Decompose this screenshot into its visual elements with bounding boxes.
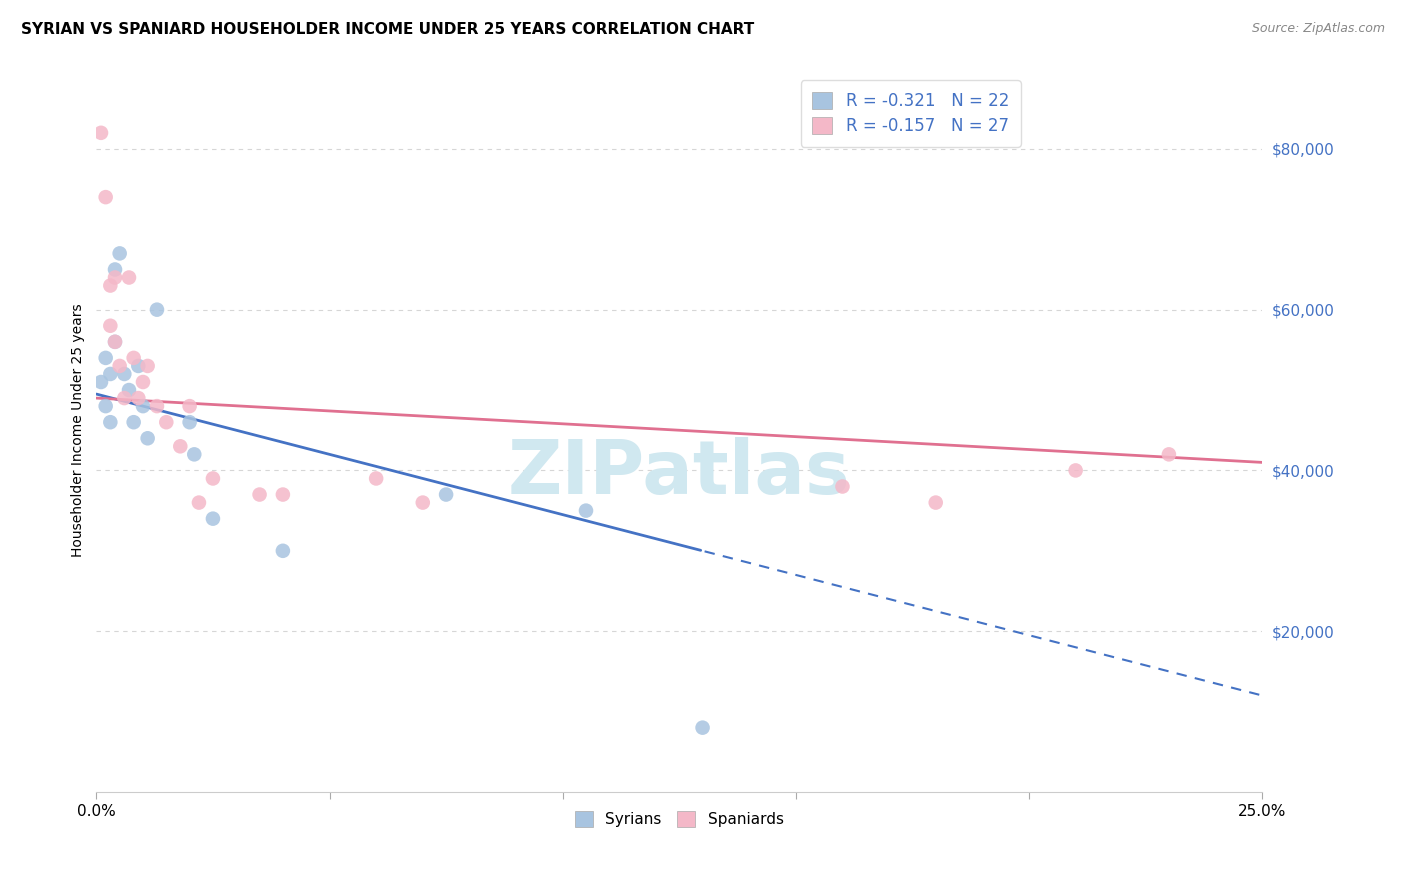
Point bbox=[122, 415, 145, 429]
Point bbox=[104, 334, 127, 349]
Point bbox=[108, 246, 131, 260]
Point bbox=[112, 391, 135, 405]
Point bbox=[146, 302, 169, 317]
Point bbox=[122, 351, 145, 365]
Point bbox=[104, 270, 127, 285]
Point bbox=[118, 383, 141, 397]
Point bbox=[90, 375, 112, 389]
Point bbox=[187, 495, 209, 509]
Point bbox=[146, 399, 169, 413]
Text: ZIPatlas: ZIPatlas bbox=[508, 437, 851, 510]
Point bbox=[108, 359, 131, 373]
Point bbox=[132, 399, 155, 413]
Point bbox=[692, 721, 714, 735]
Y-axis label: Householder Income Under 25 years: Householder Income Under 25 years bbox=[72, 303, 86, 557]
Point bbox=[271, 544, 294, 558]
Point bbox=[94, 351, 117, 365]
Point bbox=[179, 399, 201, 413]
Point bbox=[98, 367, 121, 381]
Point bbox=[925, 495, 948, 509]
Point bbox=[1064, 463, 1087, 477]
Point bbox=[104, 262, 127, 277]
Point bbox=[155, 415, 177, 429]
Point bbox=[132, 375, 155, 389]
Point bbox=[118, 270, 141, 285]
Point bbox=[831, 479, 853, 493]
Point bbox=[271, 487, 294, 501]
Point bbox=[136, 359, 159, 373]
Text: SYRIAN VS SPANIARD HOUSEHOLDER INCOME UNDER 25 YEARS CORRELATION CHART: SYRIAN VS SPANIARD HOUSEHOLDER INCOME UN… bbox=[21, 22, 755, 37]
Point bbox=[90, 126, 112, 140]
Legend: Syrians, Spaniards: Syrians, Spaniards bbox=[567, 804, 792, 835]
Point bbox=[249, 487, 271, 501]
Point bbox=[183, 447, 205, 461]
Point bbox=[201, 471, 224, 485]
Point bbox=[98, 415, 121, 429]
Point bbox=[98, 318, 121, 333]
Point bbox=[412, 495, 434, 509]
Point bbox=[575, 503, 598, 517]
Point bbox=[127, 391, 149, 405]
Point bbox=[366, 471, 388, 485]
Point bbox=[98, 278, 121, 293]
Point bbox=[127, 359, 149, 373]
Point bbox=[136, 431, 159, 445]
Point bbox=[112, 367, 135, 381]
Point bbox=[104, 334, 127, 349]
Point bbox=[434, 487, 457, 501]
Point bbox=[1157, 447, 1180, 461]
Point bbox=[169, 439, 191, 453]
Point bbox=[179, 415, 201, 429]
Text: Source: ZipAtlas.com: Source: ZipAtlas.com bbox=[1251, 22, 1385, 36]
Point bbox=[94, 190, 117, 204]
Point bbox=[94, 399, 117, 413]
Point bbox=[201, 511, 224, 525]
